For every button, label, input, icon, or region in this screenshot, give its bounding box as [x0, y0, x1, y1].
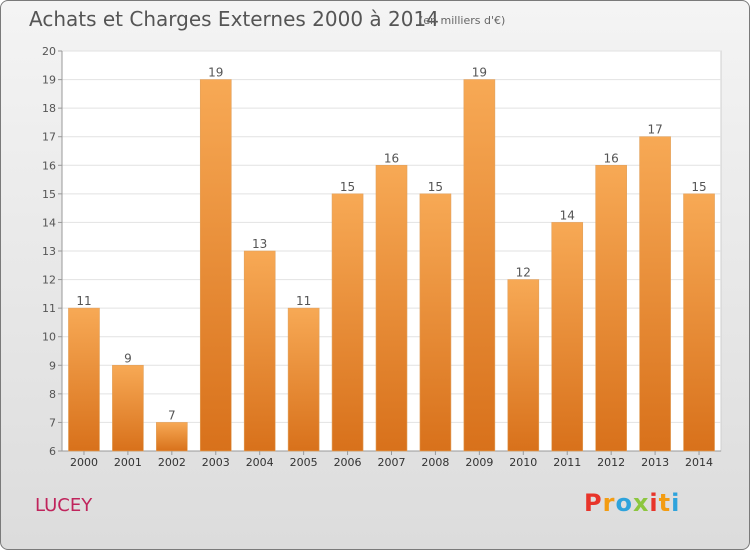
- x-tick-label: 2005: [290, 456, 318, 469]
- data-label: 16: [604, 151, 619, 165]
- bar: [463, 79, 496, 452]
- x-tick-label: 2001: [114, 456, 142, 469]
- bar: [419, 193, 452, 452]
- y-tick-label: 15: [42, 188, 56, 201]
- logo-letter: t: [658, 489, 672, 517]
- y-tick-label: 6: [49, 445, 56, 458]
- y-tick-label: 8: [49, 388, 56, 401]
- y-tick-label: 20: [42, 45, 56, 58]
- bar: [199, 79, 232, 452]
- data-label: 15: [340, 180, 355, 194]
- bar: [639, 136, 671, 452]
- y-tick-label: 10: [42, 331, 56, 344]
- logo-letter: i: [671, 489, 681, 517]
- data-label: 16: [384, 151, 399, 165]
- data-label: 19: [472, 66, 487, 80]
- bar: [287, 307, 320, 452]
- bar: [156, 422, 188, 452]
- y-tick-label: 7: [49, 416, 56, 429]
- proxiti-logo[interactable]: Proxiti: [584, 489, 680, 517]
- x-tick-label: 2007: [378, 456, 406, 469]
- logo-letter: x: [632, 489, 650, 517]
- data-label: 11: [76, 294, 91, 308]
- data-label: 9: [124, 351, 132, 365]
- bar: [68, 307, 100, 452]
- data-label: 19: [208, 66, 223, 80]
- x-tick-label: 2012: [597, 456, 625, 469]
- x-tick-label: 2000: [70, 456, 98, 469]
- data-label: 11: [296, 294, 311, 308]
- y-tick-label: 11: [42, 302, 56, 315]
- y-tick-label: 18: [42, 102, 56, 115]
- x-tick-label: 2013: [641, 456, 669, 469]
- x-tick-label: 2011: [553, 456, 581, 469]
- y-tick-label: 12: [42, 274, 56, 287]
- y-tick-label: 19: [42, 74, 56, 87]
- bar: [551, 222, 584, 452]
- bar: [112, 364, 144, 452]
- chart-title: Achats et Charges Externes 2000 à 2014: [29, 7, 439, 31]
- data-label: 12: [516, 266, 531, 280]
- y-tick-label: 13: [42, 245, 56, 258]
- bar: [243, 250, 276, 452]
- x-tick-label: 2014: [685, 456, 713, 469]
- logo-letter: P: [584, 489, 603, 517]
- y-tick-label: 9: [49, 359, 56, 372]
- x-tick-label: 2010: [509, 456, 537, 469]
- data-label: 13: [252, 237, 267, 251]
- bar: [375, 164, 408, 452]
- x-tick-label: 2008: [421, 456, 449, 469]
- data-label: 14: [560, 208, 575, 222]
- data-label: 17: [647, 123, 662, 137]
- data-label: 7: [168, 408, 176, 422]
- logo-letter: r: [602, 489, 616, 517]
- y-tick-label: 17: [42, 131, 56, 144]
- bar: [683, 193, 715, 452]
- bar: [595, 164, 627, 452]
- y-tick-label: 16: [42, 159, 56, 172]
- data-label: 15: [691, 180, 706, 194]
- x-tick-label: 2002: [158, 456, 186, 469]
- chart-subtitle: (en milliers d'€): [419, 14, 506, 27]
- data-label: 15: [428, 180, 443, 194]
- logo-letter: i: [649, 489, 659, 517]
- logo-letter: o: [615, 489, 633, 517]
- x-tick-label: 2003: [202, 456, 230, 469]
- x-tick-label: 2006: [334, 456, 362, 469]
- commune-name: LUCEY: [35, 495, 93, 516]
- bar: [331, 193, 364, 452]
- y-tick-label: 14: [42, 216, 56, 229]
- x-tick-label: 2004: [246, 456, 274, 469]
- bar: [507, 279, 540, 452]
- x-tick-label: 2009: [465, 456, 493, 469]
